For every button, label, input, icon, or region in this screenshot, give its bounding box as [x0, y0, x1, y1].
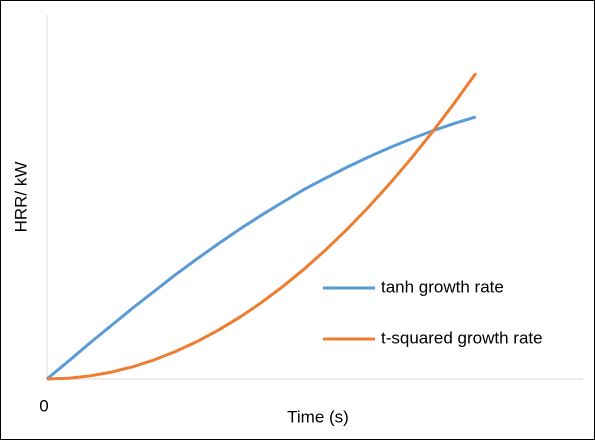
y-axis-label: HRR/ kW — [11, 162, 30, 233]
series-line — [46, 115, 477, 381]
x-axis-label: Time (s) — [287, 407, 349, 426]
series-line — [46, 72, 478, 381]
legend-label: t-squared growth rate — [381, 328, 543, 347]
x-tick-label: 0 — [39, 396, 48, 415]
legend-label: tanh growth rate — [381, 277, 504, 296]
